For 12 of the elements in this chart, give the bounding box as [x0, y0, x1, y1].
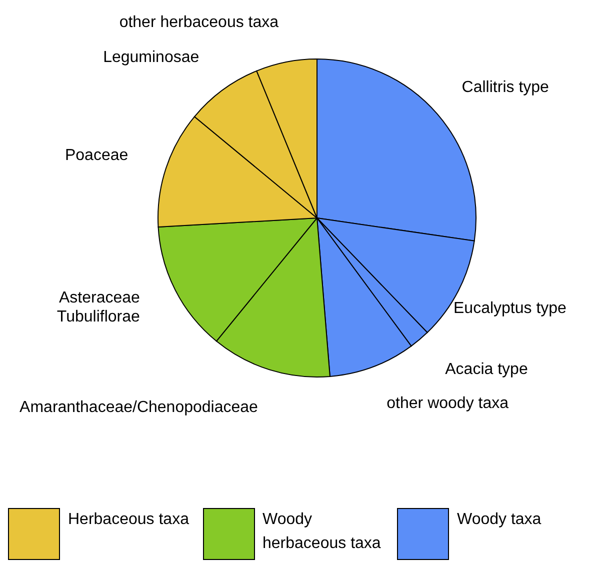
slice-label: other woody taxa: [386, 395, 509, 412]
slice-label: Amaranthaceae/Chenopodiaceae: [20, 399, 258, 416]
slice-label: other herbaceous taxa: [119, 14, 279, 32]
slice-label: Acacia type: [445, 361, 528, 378]
text: Woody herbaceous taxa: [262, 510, 382, 554]
slice-label: Asteraceae Tubuliflorae: [56, 290, 140, 326]
slice-label: Callitris type: [462, 79, 550, 96]
slice-label: Poaceae: [65, 147, 128, 164]
text: Woody taxa: [457, 510, 542, 530]
slice-label: Leguminosae: [103, 49, 200, 66]
slice-label: Eucalyptus type: [454, 300, 567, 318]
text: Herbaceous taxa: [68, 510, 190, 530]
